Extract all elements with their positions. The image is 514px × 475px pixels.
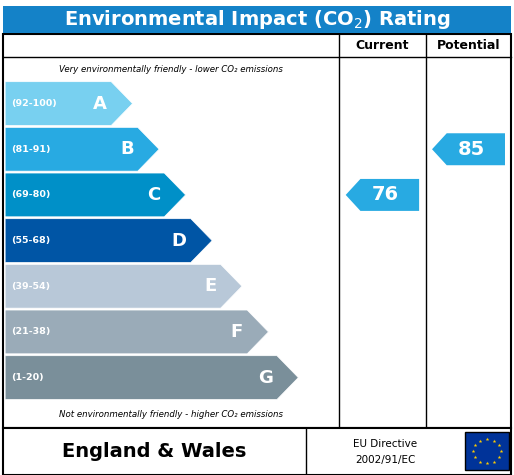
Polygon shape <box>432 133 505 165</box>
Text: C: C <box>147 186 160 204</box>
Text: 76: 76 <box>372 185 399 204</box>
Text: (69-80): (69-80) <box>11 190 51 200</box>
Polygon shape <box>5 265 242 308</box>
Text: (92-100): (92-100) <box>11 99 57 108</box>
Text: EU Directive: EU Directive <box>354 439 417 449</box>
Text: 85: 85 <box>458 140 485 159</box>
Polygon shape <box>5 356 298 399</box>
Text: D: D <box>172 232 187 249</box>
Bar <box>465 432 509 470</box>
Text: England & Wales: England & Wales <box>62 442 246 461</box>
Text: F: F <box>231 323 243 341</box>
Polygon shape <box>5 127 159 171</box>
Polygon shape <box>346 179 419 211</box>
Text: (81-91): (81-91) <box>11 145 51 154</box>
Text: E: E <box>204 277 216 295</box>
Text: 2002/91/EC: 2002/91/EC <box>355 455 416 465</box>
Text: (55-68): (55-68) <box>11 236 50 245</box>
Text: G: G <box>258 369 273 387</box>
Text: Environmental Impact (CO$_2$) Rating: Environmental Impact (CO$_2$) Rating <box>64 8 450 31</box>
Bar <box>3 6 511 33</box>
Polygon shape <box>5 310 268 354</box>
Text: (21-38): (21-38) <box>11 327 51 336</box>
Bar <box>3 428 511 475</box>
Text: (1-20): (1-20) <box>11 373 44 382</box>
Polygon shape <box>5 173 186 217</box>
Polygon shape <box>5 218 212 263</box>
Text: Very environmentally friendly - lower CO₂ emissions: Very environmentally friendly - lower CO… <box>59 65 283 74</box>
Bar <box>3 34 511 428</box>
Text: Current: Current <box>356 39 409 52</box>
Text: A: A <box>93 95 107 113</box>
Text: (39-54): (39-54) <box>11 282 50 291</box>
Text: Not environmentally friendly - higher CO₂ emissions: Not environmentally friendly - higher CO… <box>59 410 283 419</box>
Text: Potential: Potential <box>437 39 500 52</box>
Polygon shape <box>5 82 133 125</box>
Text: B: B <box>120 140 134 158</box>
